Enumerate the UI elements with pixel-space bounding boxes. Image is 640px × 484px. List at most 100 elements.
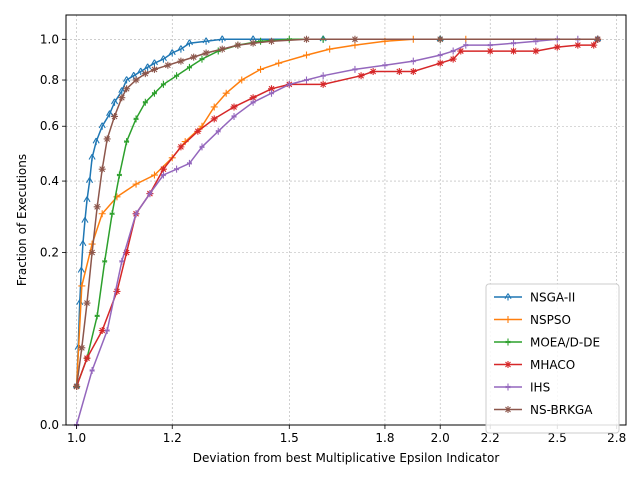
data-point	[78, 282, 86, 290]
data-point	[160, 171, 167, 179]
series-line	[75, 38, 598, 387]
data-point	[202, 37, 210, 45]
legend-entry-label: NSGA-II	[530, 291, 575, 305]
y-tick-label: 0.6	[40, 119, 59, 133]
data-point	[553, 43, 561, 51]
data-point	[249, 94, 257, 102]
data-point	[210, 103, 218, 111]
data-point	[133, 210, 139, 218]
legend-entry-label: MOEA/D-DE	[530, 336, 600, 350]
legend-swatch	[494, 316, 522, 323]
legend-swatch-marker	[504, 316, 512, 323]
x-axis-label: Deviation from best Multiplicative Epsil…	[193, 451, 500, 465]
data-point	[186, 63, 193, 71]
y-tick-label: 0.4	[40, 174, 59, 188]
data-point	[98, 210, 106, 218]
data-point	[123, 85, 131, 93]
data-point	[594, 35, 602, 43]
data-point	[98, 327, 106, 335]
data-point	[160, 80, 167, 88]
data-point	[185, 39, 193, 47]
data-point	[409, 68, 417, 76]
data-point	[268, 85, 276, 93]
data-point	[199, 143, 205, 151]
data-point	[93, 203, 101, 211]
data-point	[113, 287, 121, 295]
data-point	[98, 165, 106, 173]
data-point	[215, 127, 221, 135]
y-tick-label: 0.0	[40, 418, 59, 432]
data-point	[275, 59, 283, 67]
data-point	[73, 382, 81, 390]
data-point	[395, 68, 403, 76]
data-point	[450, 47, 456, 55]
data-point	[234, 41, 242, 49]
data-point	[449, 55, 457, 63]
data-point	[532, 47, 540, 55]
data-point	[202, 49, 210, 57]
data-point	[319, 80, 327, 88]
series-5	[73, 35, 602, 390]
data-point	[83, 299, 91, 307]
data-point	[159, 55, 167, 63]
x-tick-label: 1.5	[280, 431, 299, 445]
data-point	[194, 127, 202, 135]
data-point	[230, 103, 238, 111]
data-point	[111, 98, 119, 106]
data-point	[190, 53, 198, 61]
legend-swatch	[494, 361, 522, 368]
legend-entry-label: NSPSO	[530, 313, 571, 327]
data-point	[173, 165, 180, 173]
data-point	[218, 35, 226, 43]
data-point	[238, 76, 246, 84]
data-point	[92, 137, 100, 146]
data-point	[79, 240, 87, 248]
data-point	[89, 366, 95, 374]
legend-swatch	[494, 383, 522, 391]
legend-swatch-marker	[504, 293, 512, 301]
data-point	[286, 80, 292, 88]
data-point	[118, 94, 126, 102]
x-tick-label: 2.0	[431, 431, 450, 445]
data-point	[177, 143, 185, 151]
data-point	[123, 249, 131, 257]
data-point	[109, 210, 115, 218]
data-point	[249, 39, 257, 47]
data-point	[457, 47, 465, 55]
data-point	[142, 98, 148, 106]
data-point	[210, 115, 218, 123]
x-tick-label: 2.5	[548, 431, 567, 445]
data-point	[250, 98, 256, 106]
data-point	[199, 55, 205, 63]
data-point	[106, 110, 114, 118]
axis-layer: 1.0 1.2 1.5 1.8 2.0 2.2 2.5 2.8 0.0 0.2 0.4 0.6 0.8 1…	[40, 32, 626, 445]
data-point	[83, 196, 91, 204]
x-tick-label: 1.2	[163, 431, 182, 445]
data-point	[268, 89, 275, 97]
data-point	[132, 76, 140, 84]
data-point	[410, 57, 416, 65]
legend: NSGA-II NSPSO MOEA/D-DE MHACO IHS NS-BRKGA	[485, 283, 620, 434]
data-point	[218, 45, 226, 53]
data-point	[320, 72, 326, 80]
data-point	[94, 312, 100, 320]
data-point	[590, 41, 598, 49]
y-tick-label: 0.8	[40, 73, 59, 87]
data-point	[88, 154, 96, 162]
data-point	[111, 112, 119, 120]
y-tick-label: 0.2	[40, 246, 59, 260]
series-layer	[73, 35, 602, 429]
data-point	[463, 41, 469, 49]
data-point	[123, 138, 130, 146]
legend-swatch-marker	[504, 406, 512, 413]
data-point	[177, 57, 185, 65]
data-point	[150, 65, 158, 73]
y-tick-label: 1.0	[40, 32, 59, 46]
data-point	[231, 112, 237, 120]
data-point	[168, 49, 176, 57]
data-point	[302, 51, 310, 59]
data-point	[102, 257, 108, 265]
data-point	[133, 115, 139, 123]
data-point	[351, 35, 359, 43]
